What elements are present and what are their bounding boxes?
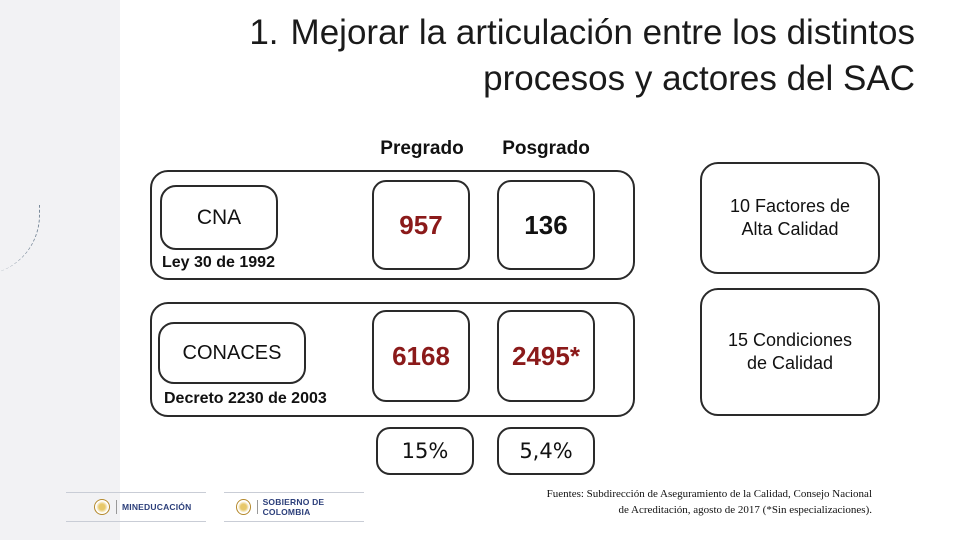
colombia-seal-icon	[94, 499, 110, 515]
column-header-pregrado: Pregrado	[380, 138, 464, 159]
cna-factors-line-2: Alta Calidad	[741, 219, 839, 239]
left-decorative-band	[0, 0, 120, 540]
colombia-seal-icon	[236, 499, 251, 515]
gobierno-logo-text: SOBIERNO DE COLOMBIA	[262, 497, 325, 517]
cna-factors-box: 10 Factores de Alta Calidad	[700, 162, 880, 274]
slide-title: 1. Mejorar la articulación entre los dist…	[155, 10, 915, 102]
conaces-conditions-line-1: 15 Condiciones	[727, 330, 853, 350]
conaces-label: CONACES	[158, 322, 306, 384]
title-text-1: Mejorar la articulación entre los distin…	[290, 13, 915, 52]
gobierno-colombia-logo: SOBIERNO DE COLOMBIA	[224, 492, 364, 522]
logo-separator	[256, 500, 258, 514]
conaces-pregrado-count: 6168	[372, 310, 470, 402]
cna-pregrado-count: 957	[372, 180, 470, 270]
conaces-conditions-line-2: de Calidad	[746, 353, 834, 373]
cna-factors-line-1: 10 Factores de	[729, 196, 851, 216]
cna-posgrado-count: 136	[497, 180, 595, 270]
cna-label: CNA	[160, 185, 278, 250]
mineducacion-logo-text: MINEDUCACIÓN	[122, 502, 192, 512]
title-line-2: procesos y actores del SAC	[483, 59, 915, 98]
sources-line-2: de Acreditación, agosto de 2017 (*Sin es…	[618, 504, 872, 516]
pregrado-percentage: 15%	[376, 427, 474, 475]
cna-law: Ley 30 de 1992	[158, 254, 279, 272]
footer-logos: MINEDUCACIÓN SOBIERNO DE COLOMBIA	[66, 492, 366, 522]
conaces-decree: Decreto 2230 de 2003	[160, 390, 331, 408]
conaces-conditions-box: 15 Condiciones de Calidad	[700, 288, 880, 416]
conaces-posgrado-count: 2495*	[497, 310, 595, 402]
column-header-posgrado: Posgrado	[502, 138, 590, 159]
title-line-1: 1. Mejorar la articulación entre los dist…	[155, 10, 915, 56]
title-number: 1.	[249, 13, 279, 52]
posgrado-percentage: 5,4%	[497, 427, 595, 475]
logo-separator	[116, 500, 117, 514]
sources-line-1: Fuentes: Subdirección de Aseguramiento d…	[546, 488, 872, 500]
mineducacion-logo: MINEDUCACIÓN	[66, 492, 206, 522]
sources-note: Fuentes: Subdirección de Aseguramiento d…	[452, 486, 872, 518]
